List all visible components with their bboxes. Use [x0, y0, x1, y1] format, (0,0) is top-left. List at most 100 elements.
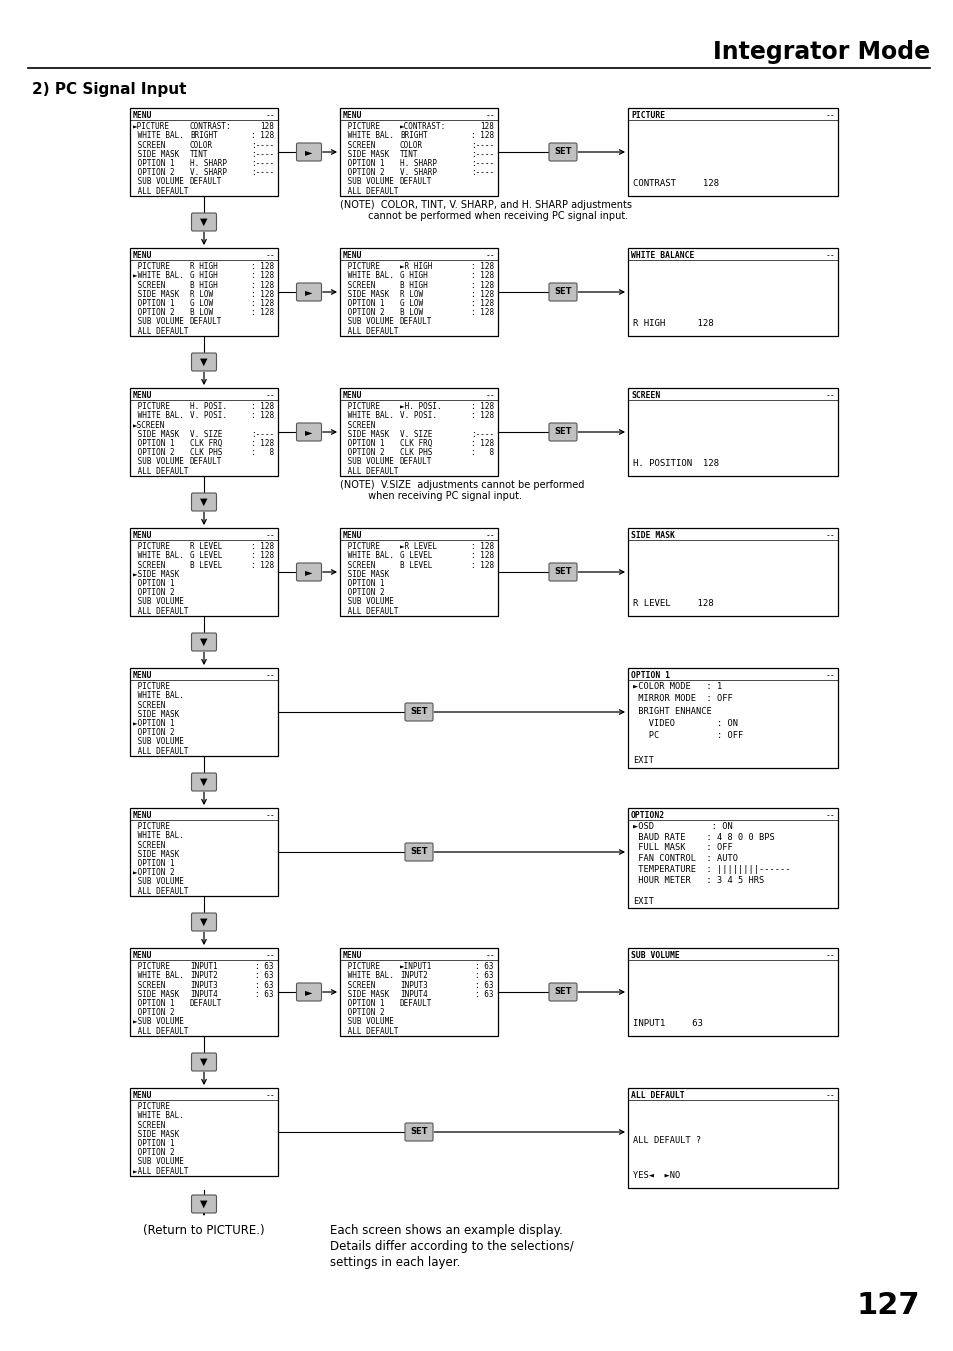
Text: : 128: : 128 [251, 551, 274, 561]
Text: SCREEN: SCREEN [132, 141, 165, 150]
Text: SET: SET [554, 427, 571, 436]
Text: INPUT4: INPUT4 [190, 990, 217, 998]
Text: : 63: : 63 [475, 990, 494, 998]
Text: : 63: : 63 [255, 962, 274, 971]
FancyBboxPatch shape [405, 843, 433, 861]
Text: ALL DEFAULT: ALL DEFAULT [343, 327, 398, 336]
Text: INPUT2: INPUT2 [399, 971, 427, 981]
Text: : 128: : 128 [471, 308, 494, 317]
Text: SUB VOLUME: SUB VOLUME [132, 597, 184, 607]
FancyBboxPatch shape [296, 143, 321, 161]
Text: V. SHARP: V. SHARP [399, 169, 436, 177]
Text: DEFAULT: DEFAULT [190, 177, 222, 186]
Text: : 128: : 128 [471, 439, 494, 449]
FancyBboxPatch shape [548, 143, 577, 161]
Text: Integrator Mode: Integrator Mode [712, 41, 929, 63]
Text: SCREEN: SCREEN [132, 561, 165, 570]
Text: SIDE MASK: SIDE MASK [132, 990, 179, 998]
Text: : 128: : 128 [471, 542, 494, 551]
Text: :   8: : 8 [251, 449, 274, 457]
Text: ►H. POSI.: ►H. POSI. [399, 403, 441, 411]
Text: B LEVEL: B LEVEL [190, 561, 222, 570]
Text: SUB VOLUME: SUB VOLUME [132, 177, 184, 186]
Text: SCREEN: SCREEN [132, 701, 165, 709]
Text: --: -- [485, 251, 495, 259]
Text: when receiving PC signal input.: when receiving PC signal input. [339, 490, 521, 501]
FancyBboxPatch shape [296, 282, 321, 301]
Bar [627, 667, 837, 767]
Text: CLK FRQ: CLK FRQ [190, 439, 222, 449]
Text: --: -- [265, 1092, 274, 1100]
Text: SCREEN: SCREEN [132, 840, 165, 850]
FancyBboxPatch shape [192, 773, 216, 790]
Text: CLK PHS: CLK PHS [190, 449, 222, 457]
Text: FULL MASK    : OFF: FULL MASK : OFF [633, 843, 732, 852]
FancyBboxPatch shape [296, 423, 321, 440]
Bar [627, 108, 837, 196]
Text: ▼: ▼ [200, 218, 208, 227]
Text: SIDE MASK: SIDE MASK [132, 430, 179, 439]
Text: PICTURE: PICTURE [343, 262, 379, 272]
Text: ►: ► [305, 988, 313, 997]
Text: ►OSD           : ON: ►OSD : ON [633, 821, 732, 831]
Text: : 128: : 128 [251, 262, 274, 272]
Text: --: -- [265, 671, 274, 680]
Text: G LEVEL: G LEVEL [399, 551, 432, 561]
Text: :----: :---- [471, 169, 494, 177]
Text: WHITE BAL.: WHITE BAL. [132, 551, 184, 561]
Text: BRIGHT ENHANCE: BRIGHT ENHANCE [633, 707, 711, 716]
Text: OPTION 1: OPTION 1 [132, 859, 174, 867]
Text: :----: :---- [251, 141, 274, 150]
Text: SCREEN: SCREEN [343, 141, 375, 150]
Text: --: -- [265, 811, 274, 820]
Text: : 128: : 128 [471, 131, 494, 141]
Text: DEFAULT: DEFAULT [399, 458, 432, 466]
Text: MENU: MENU [132, 951, 152, 961]
Text: SUB VOLUME: SUB VOLUME [343, 597, 394, 607]
Text: SCREEN: SCREEN [630, 390, 659, 400]
Text: : 63: : 63 [255, 981, 274, 989]
Text: OPTION 2: OPTION 2 [132, 1148, 174, 1158]
Text: --: -- [824, 671, 834, 680]
Text: EXIT: EXIT [633, 755, 654, 765]
Text: PICTURE: PICTURE [132, 262, 170, 272]
Text: OPTION 1: OPTION 1 [343, 580, 384, 588]
Bar [130, 388, 277, 476]
Text: SUB VOLUME: SUB VOLUME [343, 317, 394, 327]
Text: MENU: MENU [132, 1092, 152, 1100]
Text: TEMPERATURE  : ||||||||------: TEMPERATURE : ||||||||------ [633, 865, 790, 874]
Text: OPTION 2: OPTION 2 [343, 169, 384, 177]
Text: OPTION 2: OPTION 2 [132, 449, 174, 457]
Text: OPTION 1: OPTION 1 [343, 299, 384, 308]
Text: 128: 128 [260, 122, 274, 131]
Text: V. SIZE: V. SIZE [190, 430, 222, 439]
Text: MENU: MENU [132, 111, 152, 120]
Text: MENU: MENU [343, 951, 362, 961]
Text: MENU: MENU [132, 671, 152, 680]
Text: HOUR METER   : 3 4 5 HRS: HOUR METER : 3 4 5 HRS [633, 875, 763, 885]
Text: ALL DEFAULT: ALL DEFAULT [343, 1027, 398, 1036]
Text: WHITE BAL.: WHITE BAL. [343, 131, 394, 141]
Text: SUB VOLUME: SUB VOLUME [132, 1158, 184, 1166]
Text: ►INPUT1: ►INPUT1 [399, 962, 432, 971]
FancyBboxPatch shape [192, 353, 216, 372]
Text: R LOW: R LOW [399, 289, 423, 299]
Text: PICTURE: PICTURE [132, 821, 170, 831]
Text: : 128: : 128 [471, 561, 494, 570]
Text: :----: :---- [471, 159, 494, 168]
Text: CLK PHS: CLK PHS [399, 449, 432, 457]
Text: R HIGH      128: R HIGH 128 [633, 319, 713, 328]
Text: PICTURE: PICTURE [132, 403, 170, 411]
FancyBboxPatch shape [548, 984, 577, 1001]
Text: R LEVEL: R LEVEL [190, 542, 222, 551]
Text: V. SHARP: V. SHARP [190, 169, 227, 177]
Text: : 128: : 128 [251, 281, 274, 289]
Text: WHITE BAL.: WHITE BAL. [132, 971, 184, 981]
Text: TINT: TINT [190, 150, 209, 159]
FancyBboxPatch shape [548, 563, 577, 581]
Text: WHITE BAL.: WHITE BAL. [132, 831, 184, 840]
Text: : 128: : 128 [471, 281, 494, 289]
Text: B LOW: B LOW [190, 308, 213, 317]
Text: SCREEN: SCREEN [343, 281, 375, 289]
Text: SUB VOLUME: SUB VOLUME [630, 951, 679, 961]
